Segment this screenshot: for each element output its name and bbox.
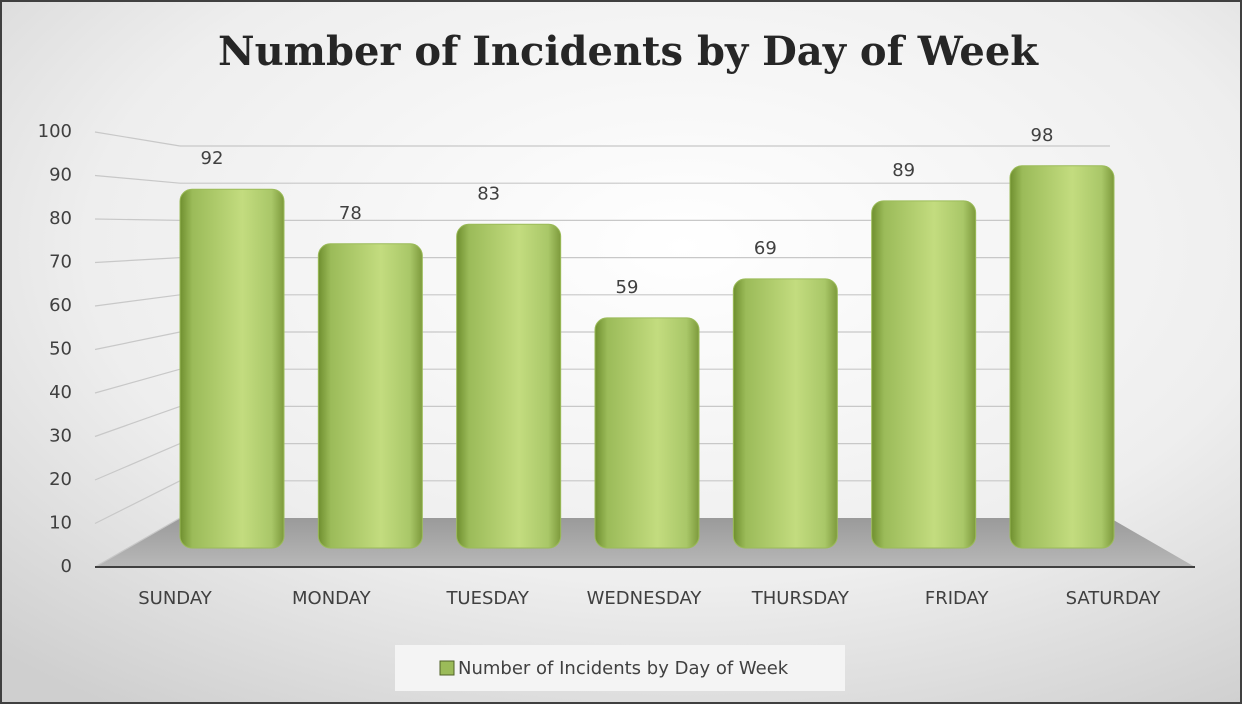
y-tick-label: 90	[49, 165, 72, 186]
y-tick-label: 100	[38, 121, 72, 142]
x-tick-label: SUNDAY	[138, 588, 213, 609]
y-tick-label: 30	[49, 426, 72, 447]
bar	[732, 278, 838, 549]
grid-line	[94, 174, 181, 184]
grid-line	[94, 368, 181, 394]
grid-line	[94, 257, 181, 264]
y-tick-label: 60	[49, 295, 72, 316]
grid-line	[94, 405, 181, 438]
y-tick-label: 80	[49, 208, 72, 229]
bar	[1009, 165, 1115, 549]
y-tick-label: 70	[49, 252, 72, 273]
grid-line	[94, 131, 181, 147]
y-tick-label: 50	[49, 339, 72, 360]
grid-line	[94, 331, 181, 351]
data-label: 78	[339, 203, 362, 224]
data-label: 69	[754, 238, 777, 259]
grid-line	[94, 218, 181, 221]
bar	[594, 317, 700, 549]
y-tick-label: 20	[49, 469, 72, 490]
bar	[179, 188, 285, 549]
x-tick-label: FRIDAY	[925, 588, 990, 609]
legend-box	[395, 645, 845, 691]
data-label: 92	[201, 148, 224, 169]
x-tick-label: WEDNESDAY	[587, 588, 703, 609]
grid-line	[94, 480, 181, 525]
legend-label: Number of Incidents by Day of Week	[458, 658, 789, 679]
y-tick-label: 40	[49, 382, 72, 403]
bar	[317, 243, 423, 549]
grid-line	[94, 294, 181, 307]
chart-title: Number of Incidents by Day of Week	[218, 28, 1039, 75]
y-tick-label: 0	[61, 556, 72, 577]
grid-line	[94, 517, 181, 568]
data-label: 83	[477, 183, 500, 204]
legend: Number of Incidents by Day of Week	[395, 645, 845, 691]
data-label: 59	[616, 277, 639, 298]
bar	[871, 200, 977, 549]
data-label: 98	[1031, 125, 1054, 146]
legend-swatch	[439, 660, 455, 676]
data-label: 89	[892, 160, 915, 181]
x-tick-label: SATURDAY	[1066, 588, 1162, 609]
grid-line	[94, 443, 181, 481]
x-tick-label: MONDAY	[292, 588, 372, 609]
x-tick-label: THURSDAY	[751, 588, 850, 609]
bar	[456, 223, 562, 549]
x-tick-label: TUESDAY	[445, 588, 529, 609]
y-tick-label: 10	[49, 513, 72, 534]
